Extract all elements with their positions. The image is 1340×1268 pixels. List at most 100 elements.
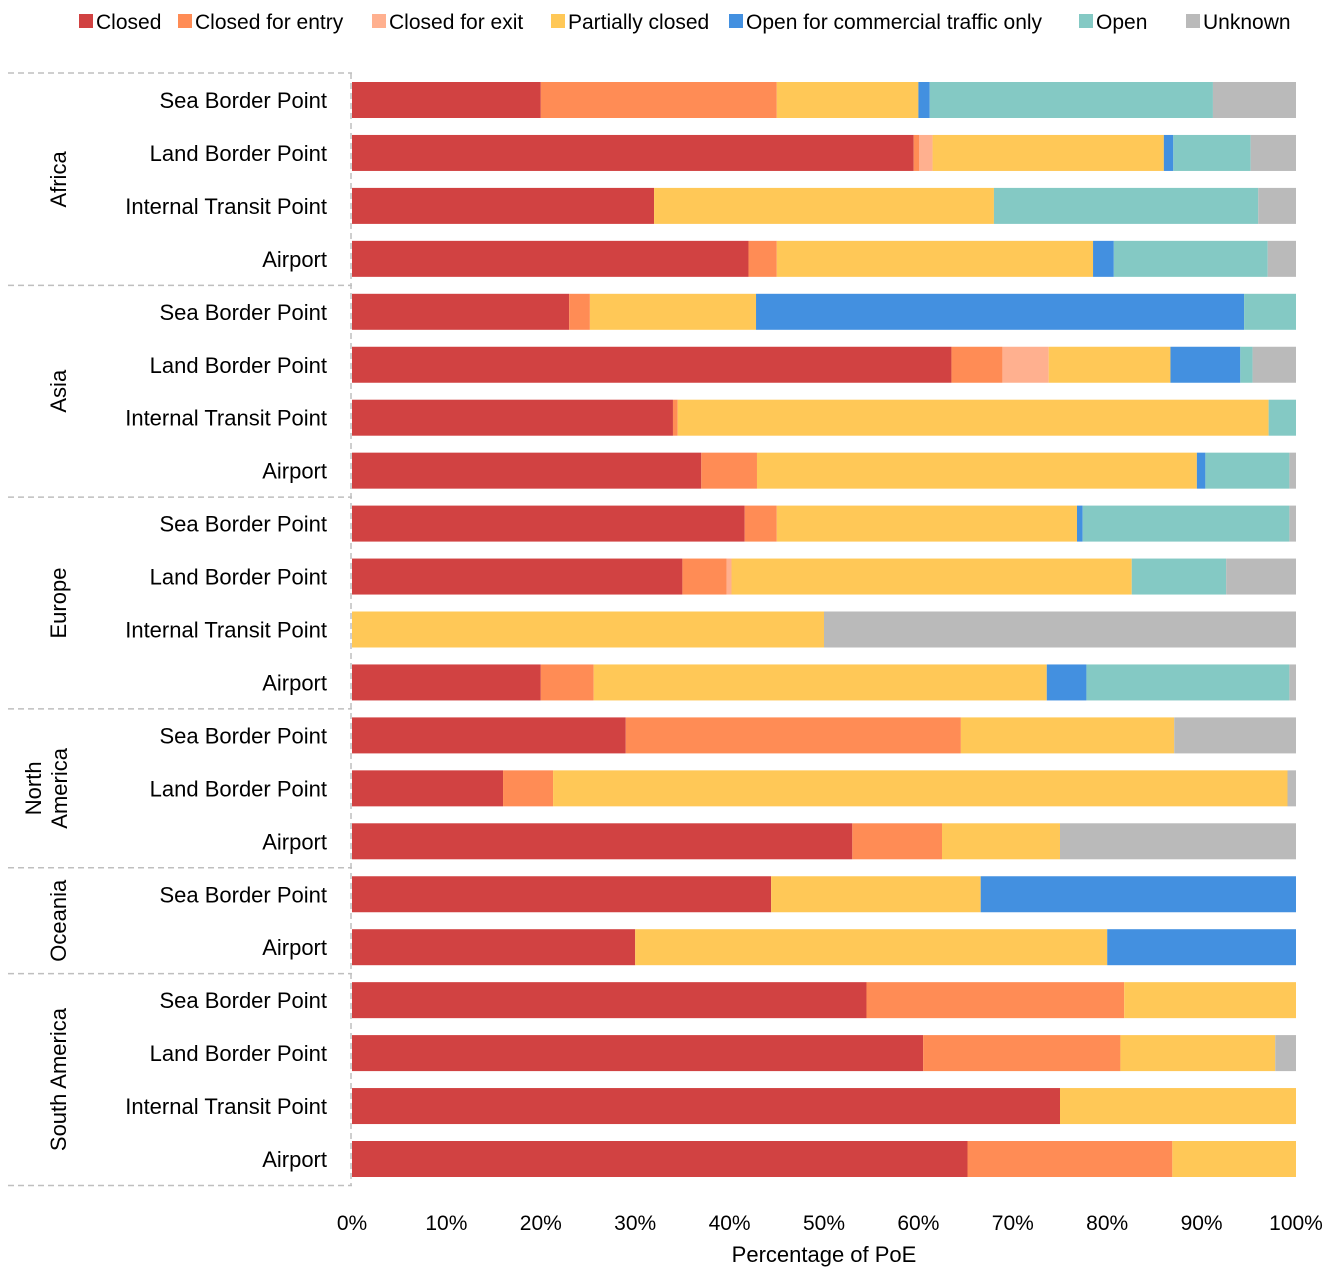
bar-segment-europe-sea-border-point-open-for-commercial-traffic-only — [1076, 505, 1083, 542]
bar-segment-europe-land-border-point-open — [1131, 558, 1227, 595]
bar-segment-oceania-airport-partially-closed — [635, 929, 1108, 966]
bar-segment-europe-airport-open — [1086, 664, 1290, 701]
category-labels: Sea Border Point Land Border Point Interna… — [21, 88, 327, 1172]
bar-segment-south-america-sea-border-point-closed-for-entry — [866, 982, 1125, 1019]
category-label: Land Border Point — [150, 141, 327, 166]
legend-label-partially-closed: Partially closed — [568, 11, 709, 34]
bar-segment-europe-airport-partially-closed — [593, 664, 1047, 701]
bar-segment-asia-airport-open-for-commercial-traffic-only — [1196, 452, 1206, 489]
bar-segment-north-america-land-border-point-closed — [352, 770, 504, 807]
bar-segment-north-america-airport-unknown — [1060, 823, 1296, 860]
bar-segment-south-america-internal-transit-point-closed — [352, 1088, 1060, 1125]
bar-segment-south-america-land-border-point-closed-for-entry — [923, 1035, 1121, 1072]
bar-segment-asia-internal-transit-point-closed-for-entry — [672, 399, 678, 436]
bar-segment-europe-airport-closed-for-entry — [540, 664, 594, 701]
bar-segment-north-america-land-border-point-closed-for-entry — [503, 770, 554, 807]
bar-segment-asia-land-border-point-closed-for-exit — [1002, 346, 1049, 383]
bar-segment-africa-land-border-point-closed-for-exit — [919, 134, 933, 171]
bar-segment-asia-airport-closed-for-entry — [701, 452, 757, 489]
x-tick-label: 0% — [337, 1212, 367, 1235]
bar-segment-south-america-airport-closed — [352, 1141, 968, 1177]
x-tick-label: 60% — [897, 1212, 939, 1235]
bar-segment-north-america-land-border-point-partially-closed — [553, 770, 1288, 807]
x-tick-label: 80% — [1086, 1212, 1128, 1235]
bar-segment-north-america-airport-closed — [352, 823, 853, 860]
bar-segment-south-america-airport-partially-closed — [1172, 1141, 1296, 1177]
bar-segment-south-america-land-border-point-closed — [352, 1035, 924, 1072]
bar-segment-europe-land-border-point-closed-for-exit — [726, 558, 732, 595]
legend-label-open: Open — [1096, 11, 1147, 34]
region-label-europe: Europe — [46, 568, 71, 639]
category-label: Land Border Point — [150, 776, 327, 801]
bar-segment-oceania-sea-border-point-closed — [352, 876, 772, 913]
bar-segment-asia-land-border-point-closed-for-entry — [951, 346, 1003, 383]
x-tick-label: 30% — [614, 1212, 656, 1235]
bar-segment-asia-sea-border-point-closed-for-entry — [569, 293, 590, 330]
bar-segment-south-america-sea-border-point-closed — [352, 982, 867, 1019]
category-label: Internal Transit Point — [125, 1094, 327, 1119]
bar-segment-africa-internal-transit-point-closed — [352, 187, 655, 224]
category-label: Internal Transit Point — [125, 194, 327, 219]
bar-segment-europe-internal-transit-point-unknown — [824, 611, 1296, 648]
bar-segment-africa-land-border-point-closed — [352, 134, 914, 171]
bar-segment-asia-land-border-point-open-for-commercial-traffic-only — [1170, 346, 1241, 383]
x-tick-label: 50% — [803, 1212, 845, 1235]
bar-segment-africa-internal-transit-point-open — [993, 187, 1259, 224]
category-label: Airport — [262, 829, 327, 854]
bar-segment-north-america-sea-border-point-unknown — [1174, 717, 1296, 754]
category-label: Airport — [262, 247, 327, 272]
bars — [352, 82, 1296, 1177]
bar-segment-africa-land-border-point-closed-for-entry — [913, 134, 920, 171]
bar-segment-europe-land-border-point-closed-for-entry — [682, 558, 727, 595]
bar-segment-africa-land-border-point-partially-closed — [932, 134, 1164, 171]
bar-segment-south-america-internal-transit-point-partially-closed — [1060, 1088, 1296, 1125]
legend-swatch-closed — [79, 14, 93, 28]
legend-swatch-open-for-commercial-traffic-only — [729, 14, 743, 28]
bar-segment-asia-land-border-point-unknown — [1252, 346, 1296, 383]
bar-segment-north-america-sea-border-point-closed — [352, 717, 626, 754]
bar-segment-africa-land-border-point-open-for-commercial-traffic-only — [1163, 134, 1174, 171]
region-label-asia: Asia — [46, 369, 71, 413]
bar-segment-europe-land-border-point-closed — [352, 558, 683, 595]
category-label: Sea Border Point — [159, 882, 327, 907]
legend-swatch-partially-closed — [551, 14, 565, 28]
legend-label-open-for-commercial-traffic-only: Open for commercial traffic only — [746, 11, 1043, 34]
bar-segment-oceania-sea-border-point-partially-closed — [771, 876, 981, 913]
bar-segment-europe-sea-border-point-open — [1082, 505, 1290, 542]
bar-segment-north-america-sea-border-point-closed-for-entry — [625, 717, 961, 754]
bar-segment-africa-internal-transit-point-partially-closed — [654, 187, 994, 224]
bar-segment-africa-airport-partially-closed — [776, 240, 1094, 277]
bar-segment-europe-sea-border-point-partially-closed — [776, 505, 1077, 542]
bar-segment-europe-sea-border-point-closed-for-entry — [744, 505, 777, 542]
bar-segment-africa-internal-transit-point-unknown — [1258, 187, 1296, 224]
bar-segment-south-america-sea-border-point-partially-closed — [1124, 982, 1296, 1019]
bar-segment-africa-airport-closed — [352, 240, 749, 277]
bar-segment-africa-airport-open-for-commercial-traffic-only — [1093, 240, 1114, 277]
bar-segment-africa-land-border-point-unknown — [1250, 134, 1296, 171]
bar-segment-africa-sea-border-point-partially-closed — [776, 82, 919, 118]
bar-segment-asia-internal-transit-point-open — [1268, 399, 1296, 436]
bar-segment-asia-internal-transit-point-partially-closed — [677, 399, 1269, 436]
bar-segment-north-america-land-border-point-unknown — [1287, 770, 1296, 807]
bar-segment-europe-airport-unknown — [1289, 664, 1296, 701]
category-label: Airport — [262, 670, 327, 695]
bar-segment-africa-sea-border-point-open — [929, 82, 1213, 118]
legend-swatch-open — [1079, 14, 1093, 28]
category-label: Internal Transit Point — [125, 618, 327, 643]
x-tick-label: 10% — [425, 1212, 467, 1235]
bar-segment-africa-airport-unknown — [1267, 240, 1296, 277]
category-label: Internal Transit Point — [125, 406, 327, 431]
x-tick-label: 40% — [709, 1212, 751, 1235]
category-label: Sea Border Point — [159, 512, 327, 537]
region-label-north-america: NorthAmerica — [21, 747, 72, 828]
bar-segment-asia-land-border-point-closed — [352, 346, 952, 383]
category-label: Airport — [262, 1147, 327, 1172]
bar-segment-africa-sea-border-point-unknown — [1212, 82, 1296, 118]
bar-segment-asia-airport-open — [1205, 452, 1290, 489]
bar-segment-oceania-airport-open-for-commercial-traffic-only — [1107, 929, 1296, 966]
bar-segment-asia-sea-border-point-closed — [352, 293, 570, 330]
category-label: Airport — [262, 459, 327, 484]
bar-segment-africa-land-border-point-open — [1173, 134, 1251, 171]
